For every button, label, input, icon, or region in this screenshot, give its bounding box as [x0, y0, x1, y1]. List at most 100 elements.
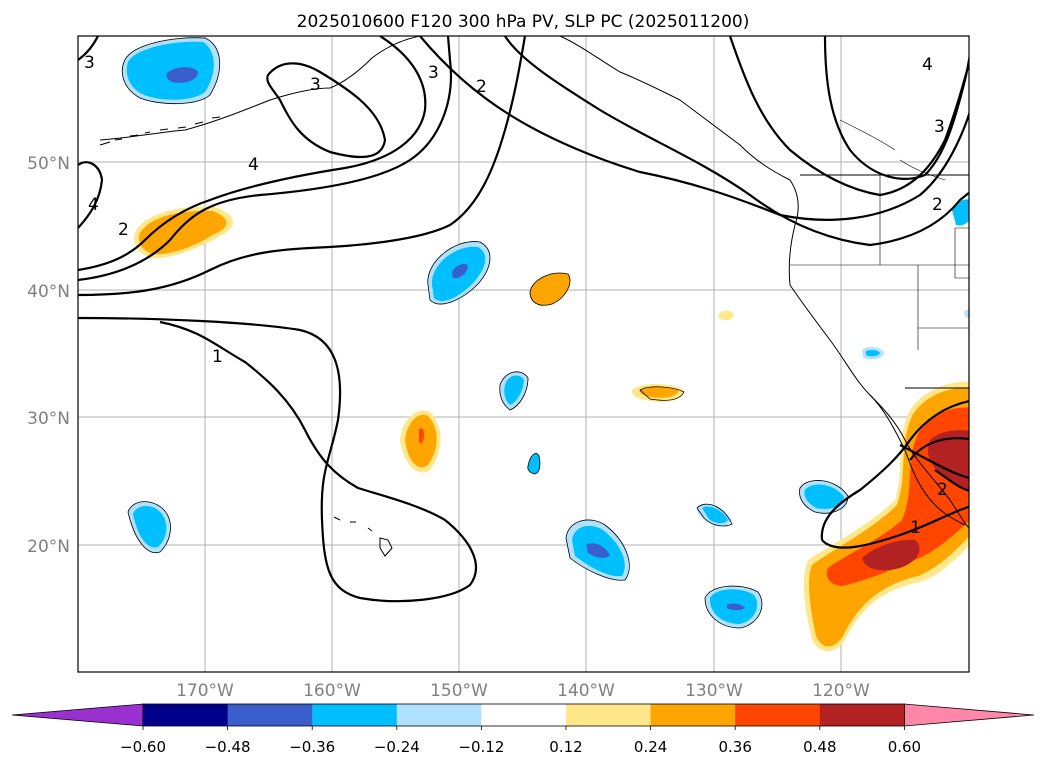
colorbar-bin	[735, 704, 821, 726]
slp-contour-1	[78, 316, 478, 603]
contour-label: 3	[84, 53, 95, 73]
colorbar-bin	[819, 704, 905, 726]
slp-contour-2-se	[899, 444, 969, 480]
slp-contour-ne-inner	[823, 36, 969, 180]
colorbar-tick-label: 0.36	[718, 738, 751, 756]
lon-label: 120°W	[812, 681, 870, 701]
contour-label: 3	[428, 63, 439, 83]
contour-labels: 1 1 2 2 2 3 3 3 4 4 4 3 2	[84, 53, 948, 538]
map-frame	[77, 35, 970, 673]
slp-contour-3	[78, 36, 452, 282]
lon-label: 140°W	[557, 681, 615, 701]
contour-label: 2	[118, 220, 129, 240]
pv-outline	[427, 241, 491, 305]
map-area	[78, 36, 969, 672]
contour-label: 1	[910, 518, 921, 538]
pv-positive-core	[862, 539, 920, 571]
pv-positive-core	[419, 428, 424, 444]
slp-contour-3-nw	[78, 36, 99, 61]
pv-positive-blob	[639, 386, 679, 398]
contour-label: 2	[932, 195, 943, 215]
mexico-coast	[904, 439, 969, 530]
pv-positive-blob	[530, 273, 571, 306]
slp-contour-2	[78, 36, 527, 297]
contour-label: 2	[476, 77, 487, 97]
contour-label: 4	[922, 55, 933, 75]
pv-negative-blob	[804, 484, 844, 509]
chart-title: 2025010600 F120 300 hPa PV, SLP PC (2025…	[297, 12, 750, 32]
lon-label: 130°W	[685, 681, 743, 701]
lon-label: 160°W	[303, 681, 361, 701]
colorbar-tick-label: −0.60	[120, 738, 166, 756]
colorbar: −0.60 −0.48 −0.36 −0.24 −0.12 0.12 0.24 0.36 0.4…	[11, 703, 1035, 756]
slp-contour-2-east	[504, 36, 969, 247]
colorbar-tick-label: 0.24	[634, 738, 667, 756]
baja-coast	[869, 394, 966, 526]
slp-contour-3-ne	[419, 36, 969, 221]
pv-positive-blob	[718, 310, 734, 321]
lat-label: 30°N	[27, 409, 70, 429]
pv-outline	[799, 480, 849, 514]
colorbar-tick-label: −0.48	[205, 738, 251, 756]
pv-outline	[529, 272, 571, 306]
contour-label: 3	[934, 117, 945, 137]
alaska-islands	[99, 116, 221, 146]
slp-contour-4-nw	[78, 161, 104, 229]
pv-outline	[121, 37, 221, 105]
pv-outline	[696, 503, 733, 527]
inland-lines	[839, 119, 946, 181]
colorbar-bin	[650, 704, 736, 726]
pv-outlines	[121, 37, 849, 629]
lat-label: 50°N	[27, 154, 70, 174]
lon-label: 150°W	[430, 681, 488, 701]
slp-contours	[78, 36, 969, 603]
contour-label: 4	[88, 195, 99, 215]
colorbar-bin	[143, 704, 229, 726]
state-lines	[790, 175, 969, 350]
colorbar-tick-label: 0.48	[803, 738, 836, 756]
lon-labels: 170°W 160°W 150°W 140°W 130°W 120°W	[176, 681, 870, 701]
colorbar-tick-label: 0.60	[888, 738, 921, 756]
gulf-of-alaska-coast	[559, 36, 906, 441]
colorbar-outline	[142, 703, 905, 727]
lon-label: 170°W	[176, 681, 234, 701]
pv-shading	[122, 37, 969, 652]
pv-outline	[565, 519, 630, 581]
lat-label: 40°N	[27, 282, 70, 302]
lat-labels: 50°N 40°N 30°N 20°N	[27, 154, 70, 557]
colorbar-bin	[566, 704, 652, 726]
colorbar-bin	[312, 704, 398, 726]
pv-negative-core	[586, 543, 610, 558]
pv-negative-blob	[952, 199, 969, 226]
colorbar-tick-label: −0.24	[374, 738, 420, 756]
alaska-coast	[99, 36, 421, 141]
pv-negative-blob	[133, 505, 167, 548]
pv-negative-blob	[504, 375, 524, 405]
contour-label: 1	[212, 347, 223, 367]
contour-label: 2	[937, 480, 948, 500]
colorbar-extend-low	[11, 703, 144, 727]
contour-label: 3	[310, 75, 321, 95]
hawaii-islands	[333, 516, 393, 557]
pv-negative-blob	[866, 349, 880, 357]
colorbar-tick-label: −0.12	[458, 738, 504, 756]
pv-outline	[527, 453, 541, 475]
colorbar-tick-label: 0.12	[549, 738, 582, 756]
coastlines	[99, 36, 969, 557]
slp-contour-1-east	[820, 400, 969, 541]
pv-negative-blob	[702, 506, 728, 524]
colorbar-extend-high	[904, 703, 1035, 727]
contour-label: 4	[248, 155, 259, 175]
pv-negative-core	[166, 67, 198, 83]
lat-label: 20°N	[27, 537, 70, 557]
slp-contour-4-ne	[728, 36, 969, 197]
pv-negative-core	[727, 603, 745, 611]
pv-negative-blob	[527, 453, 540, 474]
pv-negative-blob	[964, 309, 969, 319]
slp-contour-5	[266, 62, 387, 158]
pv-outline	[639, 386, 685, 401]
pv-outline	[704, 585, 763, 629]
slp-contour-1-east-b	[821, 505, 969, 549]
colorbar-bin	[396, 704, 482, 726]
pv-outline	[127, 501, 171, 554]
